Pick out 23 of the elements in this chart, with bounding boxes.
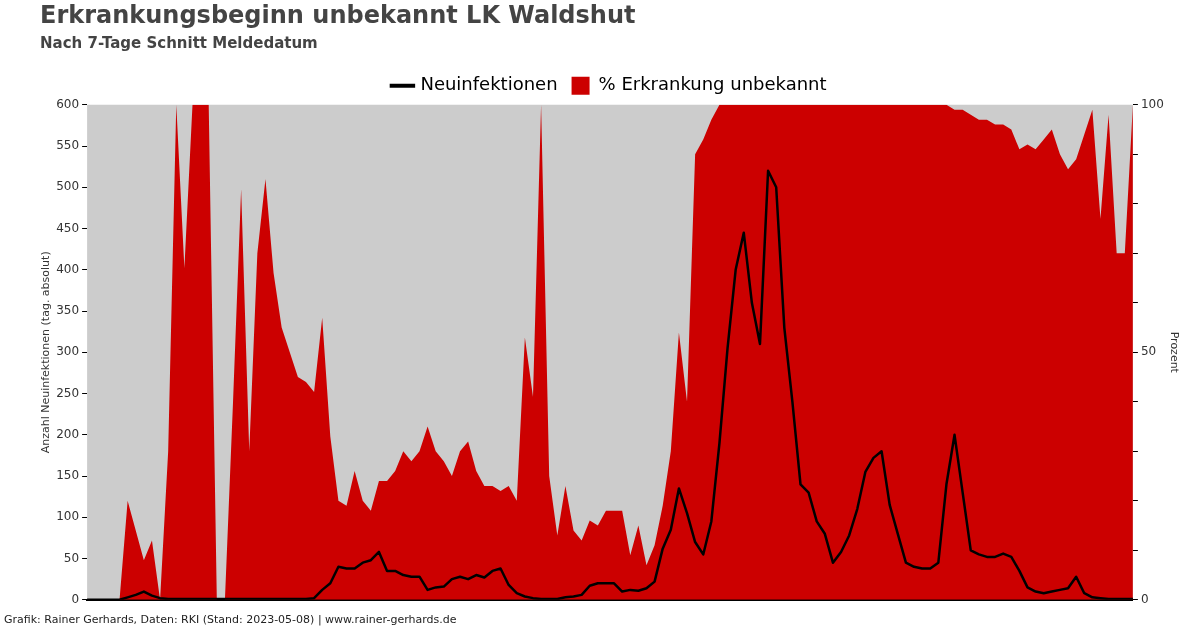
y-tick-label: 350 [56, 303, 80, 318]
y-tick-label: 0 [71, 591, 80, 606]
y-tick-label: 500 [56, 179, 80, 194]
y-tick-label: 400 [56, 261, 80, 276]
y-tick-label: 550 [56, 138, 80, 153]
y-tick-label: 50 [63, 550, 80, 565]
chart-subtitle: Nach 7-Tage Schnitt Meldedatum [40, 33, 318, 52]
y2-tick-label: 0 [1140, 591, 1149, 606]
y-tick-label: 100 [56, 509, 80, 524]
y2-tick-label: 100 [1140, 96, 1164, 111]
y-axis-title: Anzahl Neuinfektionen (tag. absolut) [39, 251, 53, 454]
chart-title: Erkrankungsbeginn unbekannt LK Waldshut [40, 0, 636, 29]
legend-label: % Erkrankung unbekannt [598, 73, 827, 95]
y2-axis-title: Prozent [1167, 331, 1181, 374]
y2-tick-label: 50 [1140, 344, 1157, 359]
y-tick-label: 600 [56, 96, 80, 111]
text: Grafik: Rainer Gerhards, Daten: RKI (Stand: 2023-05-08) | www.rainer-gerhards.de [4, 613, 457, 626]
y-tick-label: 200 [56, 426, 80, 441]
y-tick-label: 150 [56, 468, 80, 483]
y-tick-label: 450 [56, 220, 80, 235]
legend-label: Neuinfektionen [420, 73, 558, 95]
y-tick-label: 300 [56, 344, 80, 359]
y-tick-label: 250 [56, 385, 80, 400]
